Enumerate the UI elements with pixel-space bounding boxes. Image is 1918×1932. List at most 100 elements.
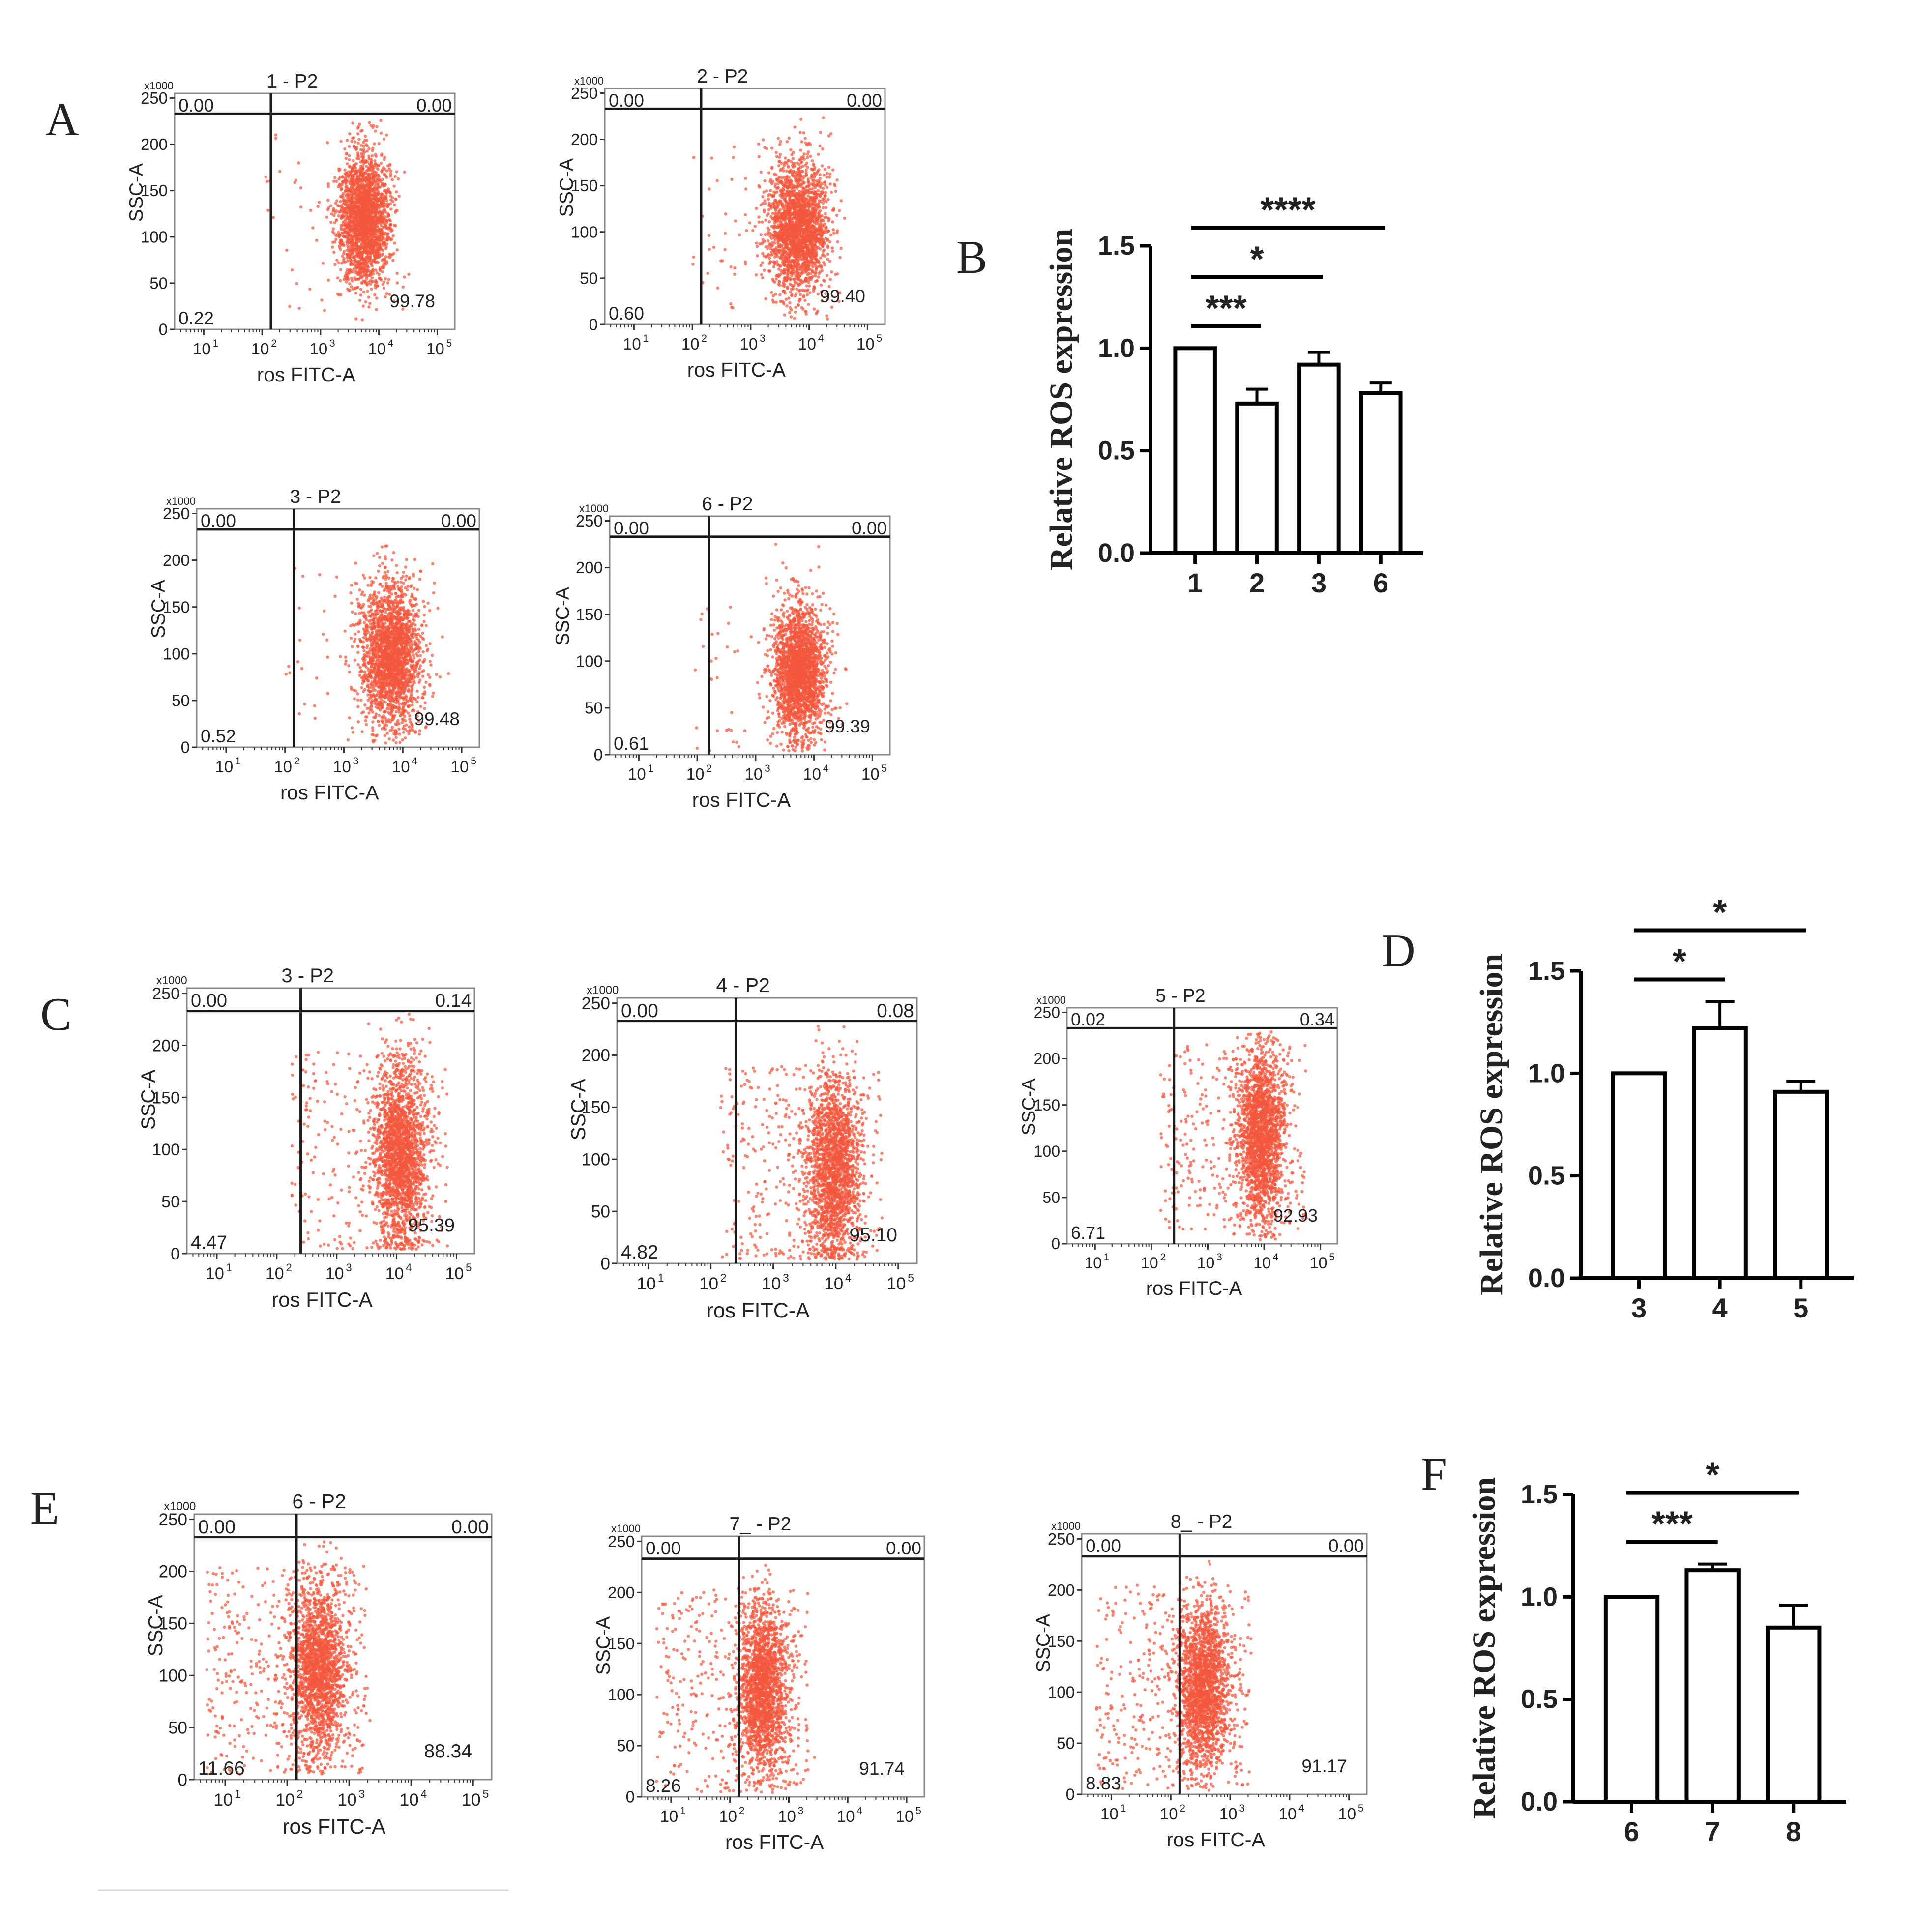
event-dot [779, 299, 782, 303]
event-dot [778, 216, 782, 220]
panel-letter-e: E [30, 1482, 59, 1534]
event-dot [794, 254, 798, 258]
event-dot [351, 175, 354, 179]
event-dot [773, 219, 777, 223]
event-dot [803, 163, 807, 167]
event-dot [339, 204, 343, 207]
event-dot [767, 220, 771, 224]
event-dot [759, 233, 763, 236]
event-dot [800, 272, 804, 275]
event-dot [339, 279, 342, 282]
event-dot [369, 282, 372, 286]
event-dot [337, 214, 340, 218]
event-dot [757, 184, 761, 188]
event-dot [708, 248, 711, 251]
event-dot [403, 275, 406, 279]
event-dot [793, 277, 796, 281]
event-dot [343, 168, 347, 172]
event-dot [738, 233, 741, 236]
event-dot [775, 274, 779, 277]
event-dot [782, 233, 785, 236]
event-dot [775, 205, 778, 208]
event-dot [364, 300, 367, 304]
event-dot [386, 281, 390, 285]
event-dot [762, 208, 766, 212]
event-dot [790, 224, 794, 227]
event-dot [801, 224, 805, 227]
event-dot [792, 150, 795, 154]
event-dot [274, 133, 278, 137]
event-dot [760, 220, 764, 224]
event-dot [807, 183, 811, 186]
event-dot [815, 247, 819, 250]
event-dot [368, 239, 371, 243]
event-dot [817, 275, 820, 279]
event-dot [349, 591, 353, 595]
event-dot [372, 177, 376, 180]
event-dot [807, 264, 811, 268]
event-dot [806, 179, 810, 183]
event-dot [394, 224, 397, 228]
event-dot [349, 170, 353, 174]
event-dot [779, 219, 783, 223]
event-dot [808, 187, 811, 191]
event-dot [345, 230, 349, 233]
event-dot [325, 638, 329, 642]
event-dot [783, 213, 786, 217]
event-dot [326, 199, 330, 202]
event-dot [829, 233, 833, 237]
event-dot [819, 224, 822, 228]
event-dot [392, 551, 395, 555]
event-dot [818, 247, 822, 251]
event-dot [351, 252, 354, 256]
event-dot [786, 194, 790, 197]
event-dot [823, 168, 827, 171]
event-dot [807, 302, 810, 306]
event-dot [356, 142, 360, 145]
event-dot [799, 148, 803, 152]
event-dot [787, 210, 791, 213]
event-dot [380, 233, 383, 236]
x-tick-label: 10 [368, 340, 386, 358]
event-dot [776, 236, 779, 240]
event-dot [798, 208, 802, 211]
event-dot [732, 145, 736, 148]
event-dot [396, 177, 400, 180]
event-dot [814, 239, 818, 243]
event-dot [768, 189, 772, 192]
event-dot [799, 191, 803, 194]
event-dot [805, 173, 808, 176]
x-axis-label: ros FITC-A [257, 363, 356, 386]
event-dot [785, 162, 789, 165]
event-dot [365, 139, 369, 142]
event-dot [389, 253, 393, 257]
event-dot [823, 248, 826, 252]
event-dot [368, 274, 372, 278]
event-dot [356, 125, 360, 128]
event-dot [805, 293, 809, 296]
event-dot [356, 132, 360, 136]
event-dot [823, 222, 826, 226]
event-dot [340, 223, 343, 227]
event-dot [353, 197, 356, 200]
event-dot [719, 259, 723, 263]
event-dot [366, 196, 370, 200]
event-dot [799, 204, 803, 208]
event-dot [791, 162, 795, 165]
event-dot [379, 119, 383, 122]
event-dot [818, 176, 822, 180]
x-tick-label: 10 [681, 335, 700, 353]
event-dot [764, 255, 767, 259]
event-dot [350, 279, 354, 283]
event-dot [824, 212, 827, 215]
event-dot [836, 272, 839, 276]
event-dot [796, 204, 800, 207]
event-dot [772, 190, 776, 194]
event-dot [783, 230, 787, 233]
event-dot [347, 145, 351, 148]
event-dot [808, 241, 812, 245]
event-dot [797, 163, 801, 167]
event-dot [358, 177, 361, 181]
event-dot [798, 175, 802, 178]
event-dot [348, 282, 352, 286]
